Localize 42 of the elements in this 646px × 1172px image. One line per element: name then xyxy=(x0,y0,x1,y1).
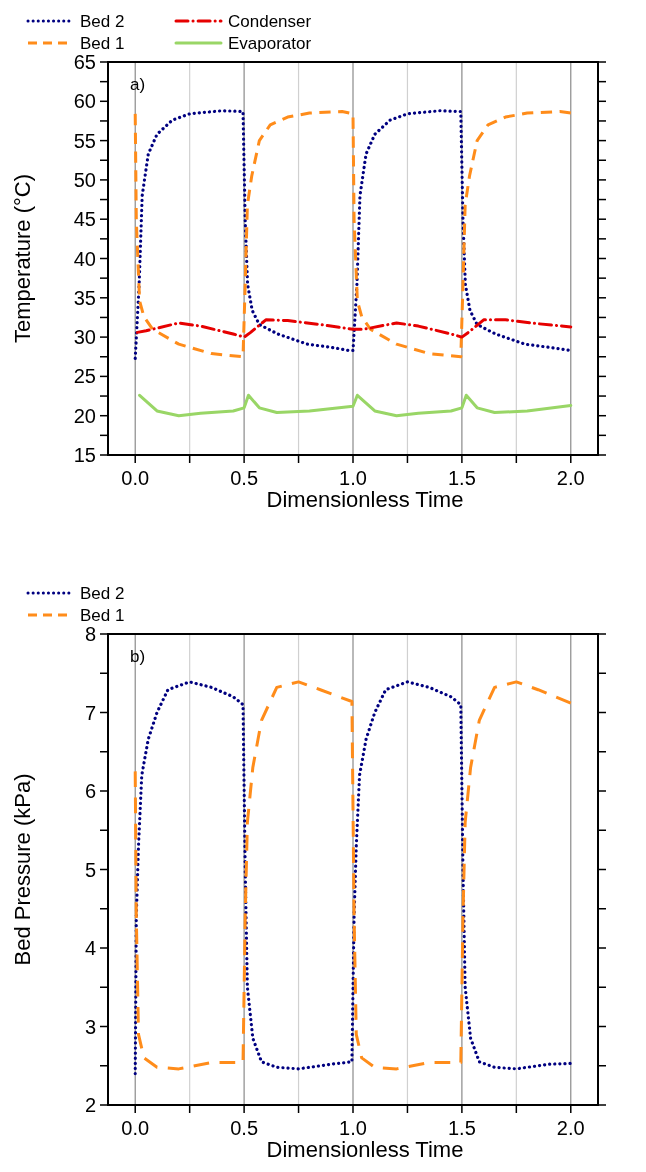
y-axis-title: Temperature (°C) xyxy=(10,174,35,343)
x-tick-label: 1.0 xyxy=(339,1117,367,1139)
legend-label: Bed 2 xyxy=(80,583,125,603)
legend-label: Bed 1 xyxy=(80,605,125,625)
legend-label: Condenser xyxy=(228,11,312,31)
annotation: b) xyxy=(130,647,146,666)
y-tick-label: 60 xyxy=(73,90,96,113)
x-tick-label: 1.5 xyxy=(447,467,476,489)
y-tick-label: 35 xyxy=(73,286,96,309)
x-tick-label: 0.5 xyxy=(230,467,259,489)
legend-label: Bed 1 xyxy=(80,33,125,53)
annotation: a) xyxy=(130,75,146,94)
x-tick-label: 0.0 xyxy=(121,467,150,489)
x-tick-label: 1.5 xyxy=(447,1117,476,1139)
y-tick-label: 2 xyxy=(84,1094,96,1116)
y-tick-label: 25 xyxy=(73,365,96,388)
y-tick-label: 40 xyxy=(73,247,96,270)
y-tick-label: 30 xyxy=(73,326,96,349)
y-tick-label: 8 xyxy=(84,623,96,645)
y-tick-label: 20 xyxy=(73,404,96,427)
x-tick-label: 0.0 xyxy=(121,1117,150,1139)
x-tick-label: 1.0 xyxy=(339,467,367,489)
y-tick-label: 55 xyxy=(73,129,96,152)
x-axis-title: Dimensionless Time xyxy=(266,1137,464,1162)
y-tick-label: 45 xyxy=(73,208,96,231)
y-tick-label: 15 xyxy=(73,444,96,466)
y-tick-label: 7 xyxy=(84,701,96,724)
y-axis-title: Bed Pressure (kPa) xyxy=(10,773,35,966)
line-series xyxy=(135,318,573,339)
y-tick-label: 5 xyxy=(84,858,96,881)
x-tick-label: 2.0 xyxy=(556,467,585,489)
line-series xyxy=(138,393,573,418)
legend-label: Evaporator xyxy=(228,33,312,53)
y-tick-label: 4 xyxy=(84,937,96,959)
y-tick-label: 50 xyxy=(73,168,96,191)
y-tick-label: 3 xyxy=(84,1015,96,1038)
y-tick-label: 6 xyxy=(84,780,96,802)
x-axis-title: Dimensionless Time xyxy=(266,487,464,512)
x-tick-label: 2.0 xyxy=(556,1117,585,1139)
y-tick-label: 65 xyxy=(73,51,96,73)
legend-label: Bed 2 xyxy=(80,11,125,31)
x-tick-label: 0.5 xyxy=(230,1117,259,1139)
